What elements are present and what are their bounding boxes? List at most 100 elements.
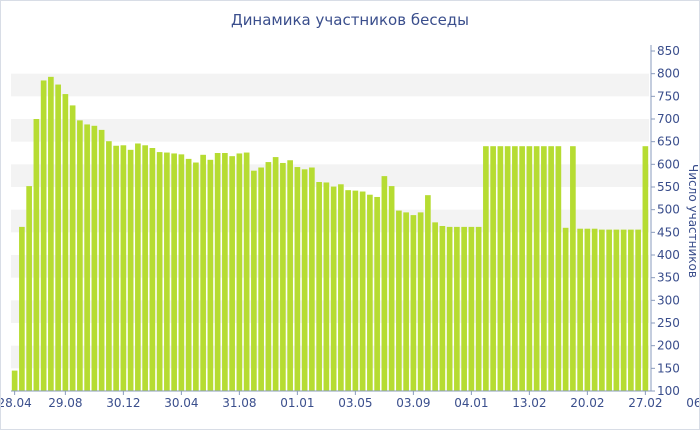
bar[interactable] xyxy=(446,226,453,391)
bar[interactable] xyxy=(113,145,119,391)
bar[interactable] xyxy=(555,146,562,391)
bar[interactable] xyxy=(258,167,264,391)
bar[interactable] xyxy=(200,154,206,391)
bar[interactable] xyxy=(497,146,504,391)
bar[interactable] xyxy=(236,153,243,391)
bar[interactable] xyxy=(367,194,373,391)
bar[interactable] xyxy=(40,80,47,391)
bar[interactable] xyxy=(352,190,359,391)
bar[interactable] xyxy=(287,160,293,391)
bar[interactable] xyxy=(432,222,438,391)
bar[interactable] xyxy=(512,146,518,391)
bar[interactable] xyxy=(454,226,460,391)
bar[interactable] xyxy=(490,146,496,391)
bar[interactable] xyxy=(359,191,366,391)
bar[interactable] xyxy=(185,158,192,391)
bar[interactable] xyxy=(171,153,177,391)
bar[interactable] xyxy=(265,162,272,391)
bar[interactable] xyxy=(628,229,634,391)
bar[interactable] xyxy=(475,226,482,391)
bar[interactable] xyxy=(229,156,235,391)
bar[interactable] xyxy=(243,152,250,391)
bar[interactable] xyxy=(504,146,511,391)
bar[interactable] xyxy=(48,76,54,391)
y-tick-label: 700 xyxy=(657,112,680,126)
bar[interactable] xyxy=(26,186,32,391)
bar[interactable] xyxy=(11,370,18,391)
grid-bands xyxy=(11,73,649,369)
grid-band xyxy=(11,73,649,97)
bar[interactable] xyxy=(526,146,533,391)
y-tick-label: 600 xyxy=(657,157,680,171)
bar[interactable] xyxy=(591,228,598,391)
bar[interactable] xyxy=(106,141,112,391)
bar[interactable] xyxy=(620,229,627,391)
bar[interactable] xyxy=(316,182,322,391)
bar[interactable] xyxy=(468,226,475,391)
x-tick-label: 20.02 xyxy=(570,396,604,410)
bar[interactable] xyxy=(251,170,257,391)
bar[interactable] xyxy=(309,167,315,391)
bar[interactable] xyxy=(222,153,228,391)
bar[interactable] xyxy=(345,190,351,391)
bar[interactable] xyxy=(69,105,76,392)
bar[interactable] xyxy=(19,226,25,391)
bar[interactable] xyxy=(207,159,214,391)
bar[interactable] xyxy=(301,169,308,391)
bar[interactable] xyxy=(214,153,221,391)
bar[interactable] xyxy=(374,196,380,391)
bar[interactable] xyxy=(193,162,199,391)
bar[interactable] xyxy=(55,84,61,392)
bar[interactable] xyxy=(178,154,185,391)
bar[interactable] xyxy=(381,176,388,391)
bar[interactable] xyxy=(403,212,409,391)
bar[interactable] xyxy=(91,125,98,392)
bar[interactable] xyxy=(330,186,337,391)
bar[interactable] xyxy=(519,146,525,391)
bar[interactable] xyxy=(483,146,489,391)
bar[interactable] xyxy=(388,186,395,391)
grid-band xyxy=(11,255,649,278)
x-tick-label: 04.01 xyxy=(454,396,488,410)
bar[interactable] xyxy=(77,120,83,392)
bar[interactable] xyxy=(272,157,279,391)
bar[interactable] xyxy=(98,129,105,391)
bar[interactable] xyxy=(135,143,141,391)
bar[interactable] xyxy=(570,146,576,391)
bar[interactable] xyxy=(584,228,591,391)
bar[interactable] xyxy=(149,148,156,391)
bar[interactable] xyxy=(461,226,467,391)
bar[interactable] xyxy=(396,210,402,391)
bar[interactable] xyxy=(599,229,605,391)
bar[interactable] xyxy=(156,152,163,391)
bar[interactable] xyxy=(120,145,127,391)
y-tick-label: 400 xyxy=(657,248,680,262)
y-tick-label: 250 xyxy=(657,316,680,330)
bar[interactable] xyxy=(127,149,134,391)
bar[interactable] xyxy=(635,229,641,391)
bar[interactable] xyxy=(410,215,417,391)
bar[interactable] xyxy=(323,182,330,391)
bar[interactable] xyxy=(142,145,148,391)
bar[interactable] xyxy=(606,229,612,391)
bar[interactable] xyxy=(541,146,547,391)
bar[interactable] xyxy=(280,162,286,391)
bar[interactable] xyxy=(338,184,344,391)
bar[interactable] xyxy=(425,195,431,391)
x-tick-label: 01.01 xyxy=(280,396,314,410)
bar[interactable] xyxy=(533,146,540,391)
bar[interactable] xyxy=(548,146,554,391)
bar[interactable] xyxy=(164,152,170,391)
bar[interactable] xyxy=(62,94,69,391)
bar[interactable] xyxy=(613,229,620,391)
bar[interactable] xyxy=(417,212,424,391)
bar[interactable] xyxy=(84,124,90,391)
x-tick-label: 03.09 xyxy=(396,396,430,410)
bar[interactable] xyxy=(562,227,569,391)
y-axis-label: Число участников xyxy=(686,164,699,278)
bar[interactable] xyxy=(642,146,649,391)
bar[interactable] xyxy=(439,225,446,391)
bar[interactable] xyxy=(294,167,301,391)
bar[interactable] xyxy=(33,119,40,391)
bar[interactable] xyxy=(577,228,583,391)
